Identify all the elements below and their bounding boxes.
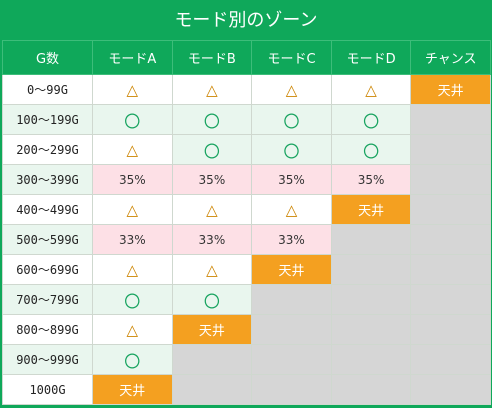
header-mode-c: モードC [251,40,332,75]
row-g-range: 1000G [2,374,93,405]
row-g-range: 800〜899G [2,314,93,345]
cell-circle: 〇 [251,134,332,165]
cell-empty [251,284,332,315]
cell-triangle: △ [92,134,173,165]
row-g-range: 200〜299G [2,134,93,165]
row-g-range: 0〜99G [2,74,93,105]
header-g-count: G数 [2,40,93,75]
cell-triangle: △ [171,254,253,285]
cell-percent: 35% [171,164,253,195]
row-g-range: 100〜199G [2,104,93,135]
cell-circle: 〇 [171,284,253,315]
row-g-range: 400〜499G [2,194,93,225]
cell-triangle: △ [92,314,173,345]
cell-triangle: △ [171,74,253,105]
mode-zone-table: G数 モードA モードB モードC モードD チャンス 0〜99G △ △ △ △ 天井 1… [2,40,491,405]
row-g-range: 600〜699G [2,254,93,285]
cell-empty [410,134,491,165]
cell-triangle: △ [92,254,173,285]
cell-percent: 33% [251,224,332,255]
cell-percent: 35% [251,164,332,195]
cell-percent: 35% [92,164,173,195]
table-row: 300〜399G 35% 35% 35% 35% [2,164,491,195]
cell-triangle: △ [92,194,173,225]
cell-empty [410,164,491,195]
table-body: 0〜99G △ △ △ △ 天井 100〜199G 〇〇〇〇 200〜299G △ 〇〇〇 300〜3… [2,74,491,405]
cell-empty [410,104,491,135]
header-chance: チャンス [410,40,491,75]
cell-triangle: △ [251,74,332,105]
cell-empty [251,374,332,405]
cell-circle: 〇 [171,104,253,135]
cell-ceiling: 天井 [251,254,332,285]
table-row: 900〜999G 〇 [2,344,491,375]
table-row: 800〜899G △ 天井 [2,314,491,345]
cell-ceiling: 天井 [171,314,253,345]
cell-empty [410,314,491,345]
row-g-range: 700〜799G [2,284,93,315]
cell-empty [410,284,491,315]
cell-empty [330,374,412,405]
cell-empty [330,284,412,315]
cell-circle: 〇 [92,104,173,135]
row-g-range: 900〜999G [2,344,93,375]
cell-empty [410,374,491,405]
cell-empty [410,254,491,285]
cell-circle: 〇 [330,104,412,135]
header-row: G数 モードA モードB モードC モードD チャンス [2,40,491,75]
table-row: 0〜99G △ △ △ △ 天井 [2,74,491,105]
cell-empty [330,344,412,375]
cell-empty [171,374,253,405]
cell-triangle: △ [330,74,412,105]
cell-circle: 〇 [330,134,412,165]
table-row: 200〜299G △ 〇〇〇 [2,134,491,165]
cell-empty [410,194,491,225]
table-row: 500〜599G 33% 33% 33% [2,224,491,255]
cell-ceiling: 天井 [410,74,491,105]
cell-empty [330,314,412,345]
row-g-range: 300〜399G [2,164,93,195]
header-mode-d: モードD [330,40,412,75]
table-row: 400〜499G △ △ △ 天井 [2,194,491,225]
cell-percent: 35% [330,164,412,195]
header-mode-a: モードA [92,40,173,75]
cell-triangle: △ [92,74,173,105]
cell-empty [410,224,491,255]
cell-empty [330,224,412,255]
cell-ceiling: 天井 [92,374,173,405]
cell-empty [251,344,332,375]
cell-triangle: △ [251,194,332,225]
row-g-range: 500〜599G [2,224,93,255]
table-row: 100〜199G 〇〇〇〇 [2,104,491,135]
cell-circle: 〇 [92,284,173,315]
table-row: 1000G 天井 [2,374,491,405]
cell-percent: 33% [171,224,253,255]
cell-empty [171,344,253,375]
table-title: モード別のゾーン [2,2,490,40]
cell-circle: 〇 [92,344,173,375]
cell-triangle: △ [171,194,253,225]
cell-empty [410,344,491,375]
cell-percent: 33% [92,224,173,255]
cell-empty [251,314,332,345]
table-row: 700〜799G 〇〇 [2,284,491,315]
cell-ceiling: 天井 [330,194,412,225]
cell-empty [330,254,412,285]
header-mode-b: モードB [171,40,253,75]
cell-circle: 〇 [171,134,253,165]
table-row: 600〜699G △ △ 天井 [2,254,491,285]
cell-circle: 〇 [251,104,332,135]
